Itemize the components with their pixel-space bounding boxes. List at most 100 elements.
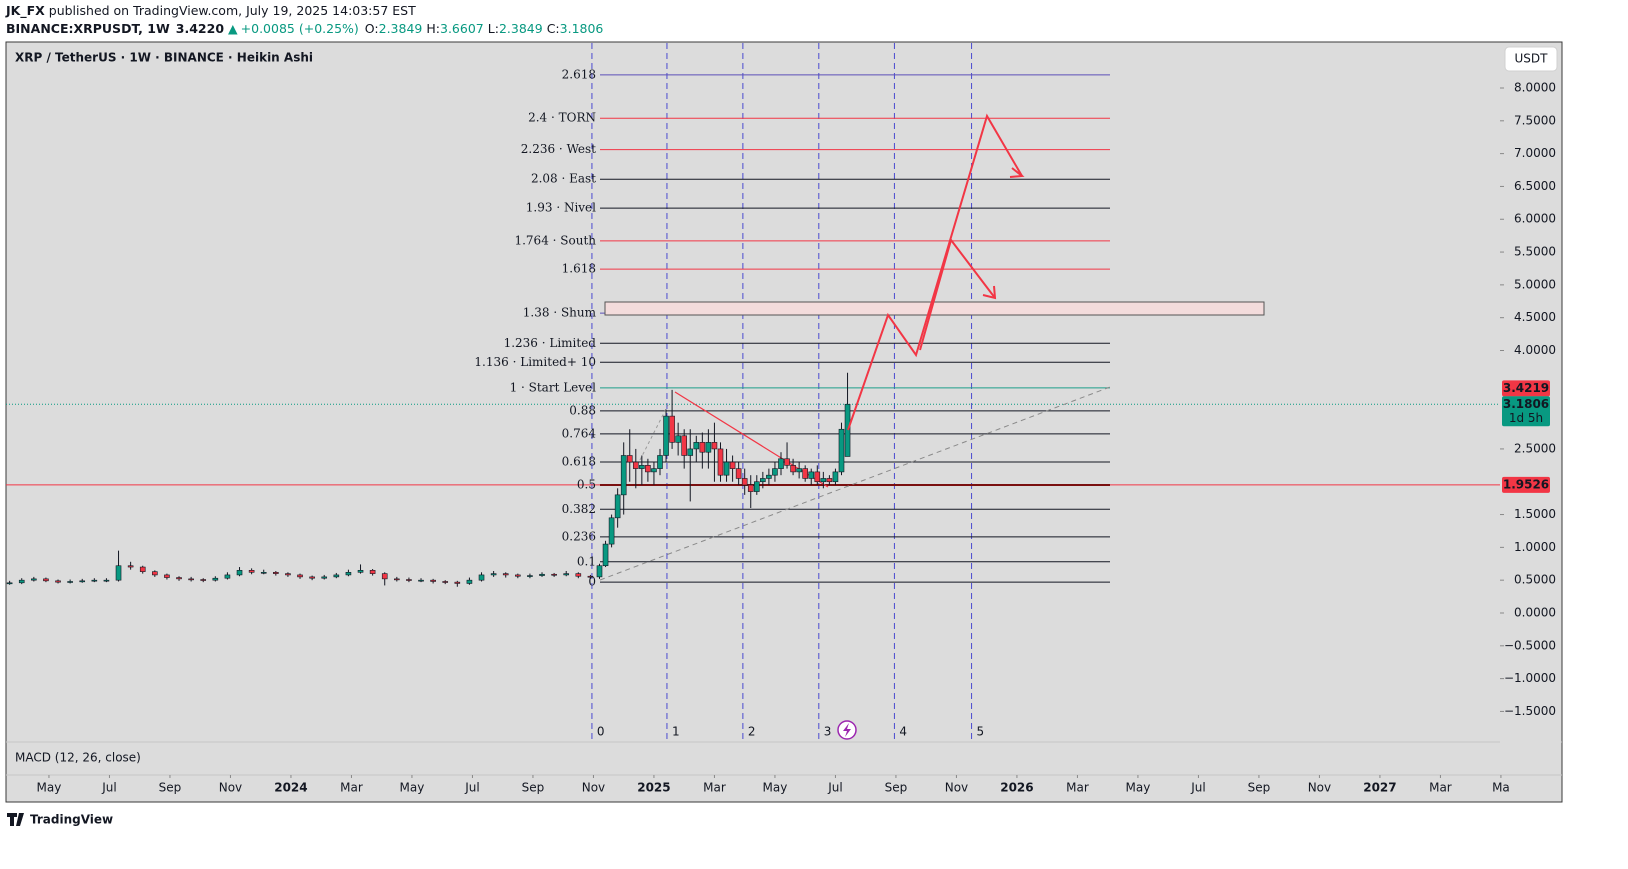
candle-body — [620, 455, 627, 496]
currency-button[interactable] — [1504, 46, 1558, 72]
fib-label: 1.618 — [562, 262, 596, 276]
ohlc-key: L: — [488, 21, 499, 36]
candle-body — [115, 565, 122, 581]
price-tag-label: 3.1806 — [1503, 397, 1549, 411]
candle-body — [200, 579, 207, 581]
candle-body — [18, 579, 25, 584]
y-tick-label: 0.5000 — [1514, 573, 1556, 587]
candle-body — [103, 579, 110, 582]
candle-body — [814, 471, 821, 483]
y-tick-label: −1.0000 — [1504, 671, 1556, 685]
candle-body — [699, 442, 706, 453]
x-tick-label: 2027 — [1363, 781, 1396, 795]
projection-path — [919, 237, 996, 351]
candle-body — [626, 455, 633, 463]
fib-label: 1.136 · Limited+ 10 — [474, 355, 596, 369]
candle-body — [139, 566, 146, 572]
cycle-label: 2 — [748, 725, 756, 739]
fib-label: 1.38 · Shum — [523, 306, 597, 320]
y-tick-label: 7.5000 — [1514, 113, 1556, 127]
candle-body — [55, 580, 61, 583]
candle-body — [285, 573, 291, 576]
candle-body — [663, 415, 669, 456]
x-tick-label: Nov — [1308, 781, 1331, 795]
candle-body — [91, 579, 98, 582]
trendline — [599, 386, 1111, 581]
fib-label: 0.764 — [562, 426, 597, 440]
fib-label: 1.236 · Limited — [504, 336, 597, 350]
y-tick-label: −0.5000 — [1504, 638, 1556, 652]
candle-body — [838, 428, 845, 473]
price-tag-label: 3.4219 — [1503, 381, 1549, 395]
shum-zone — [604, 301, 1265, 316]
ohlc-key: H: — [426, 21, 440, 36]
y-tick-label: 7.0000 — [1514, 146, 1556, 160]
y-tick-label: −1.5000 — [1504, 704, 1556, 718]
candle-body — [539, 573, 545, 576]
y-tick-label: 6.5000 — [1514, 179, 1556, 193]
y-tick-label: 6.0000 — [1514, 212, 1556, 226]
candle-body — [717, 448, 724, 476]
candle-body — [735, 468, 742, 479]
x-tick-label: 2024 — [274, 781, 307, 795]
y-tick-label: 2.5000 — [1514, 441, 1556, 455]
x-tick-label: 2026 — [1000, 781, 1033, 795]
ohlc: O:2.3849 H:3.6607 L:2.3849 C:3.1806 — [365, 21, 604, 36]
price-tag — [1502, 396, 1550, 427]
fib-label: 1.93 · Nivel — [526, 201, 596, 215]
candle-body — [796, 468, 802, 473]
fib-label: 2.236 · West — [521, 142, 596, 156]
price-tag — [1502, 476, 1550, 493]
candle-body — [31, 578, 37, 581]
change: +0.0085 (+0.25%) — [241, 21, 359, 36]
event-bolt — [843, 723, 851, 737]
ohlc-value: 3.1806 — [560, 21, 604, 36]
candle-body — [152, 571, 158, 576]
cycle-label: 0 — [597, 725, 605, 739]
candle-body — [645, 465, 651, 473]
trend-dotted — [639, 404, 669, 461]
candle-body — [43, 578, 49, 582]
candle-body — [490, 573, 497, 576]
candle-body — [826, 478, 833, 483]
symbol: BINANCE:XRPUSDT, 1W — [6, 21, 170, 36]
candle-body — [369, 570, 376, 574]
x-tick-label: Mar — [1066, 781, 1089, 795]
brand: TradingView — [30, 813, 113, 827]
price-tag-label: 1.9526 — [1503, 477, 1549, 491]
currency[interactable]: USDT — [1515, 52, 1549, 66]
fib-label: 1.764 · South — [514, 233, 596, 247]
header-line: JK_FX published on TradingView.com, July … — [5, 3, 416, 19]
candle-body — [766, 474, 772, 479]
candle-body — [778, 458, 784, 469]
chart-title: XRP / TetherUS · 1W · BINANCE · Heikin A… — [15, 51, 313, 65]
candle-body — [681, 435, 687, 456]
candle-body — [502, 573, 509, 576]
ohlc-value: 2.3849 — [499, 21, 543, 36]
candle-body — [820, 478, 827, 483]
candle-body — [321, 576, 328, 579]
candle-body — [596, 565, 603, 578]
candle-body — [297, 574, 303, 578]
candle-body — [333, 574, 340, 578]
ohlc-value: 3.6607 — [440, 21, 484, 36]
x-tick-label: Jul — [827, 781, 842, 795]
projection-path — [847, 113, 1023, 431]
candle-body — [515, 574, 521, 577]
candle-body — [260, 571, 267, 574]
candle-body — [527, 575, 533, 577]
candle-body — [614, 494, 621, 519]
candle-body — [784, 458, 790, 466]
x-tick-label: May — [400, 781, 425, 795]
candle-body — [248, 570, 255, 573]
y-tick-label: 8.0000 — [1514, 81, 1556, 95]
x-tick-label: Jul — [464, 781, 479, 795]
candle-body — [418, 579, 424, 582]
candle-body — [176, 577, 182, 580]
x-tick-label: Nov — [219, 781, 242, 795]
candle-body — [639, 465, 645, 469]
arrow-head — [982, 285, 997, 300]
fib-label: 0.1 — [577, 554, 596, 568]
candle-body — [67, 581, 73, 583]
